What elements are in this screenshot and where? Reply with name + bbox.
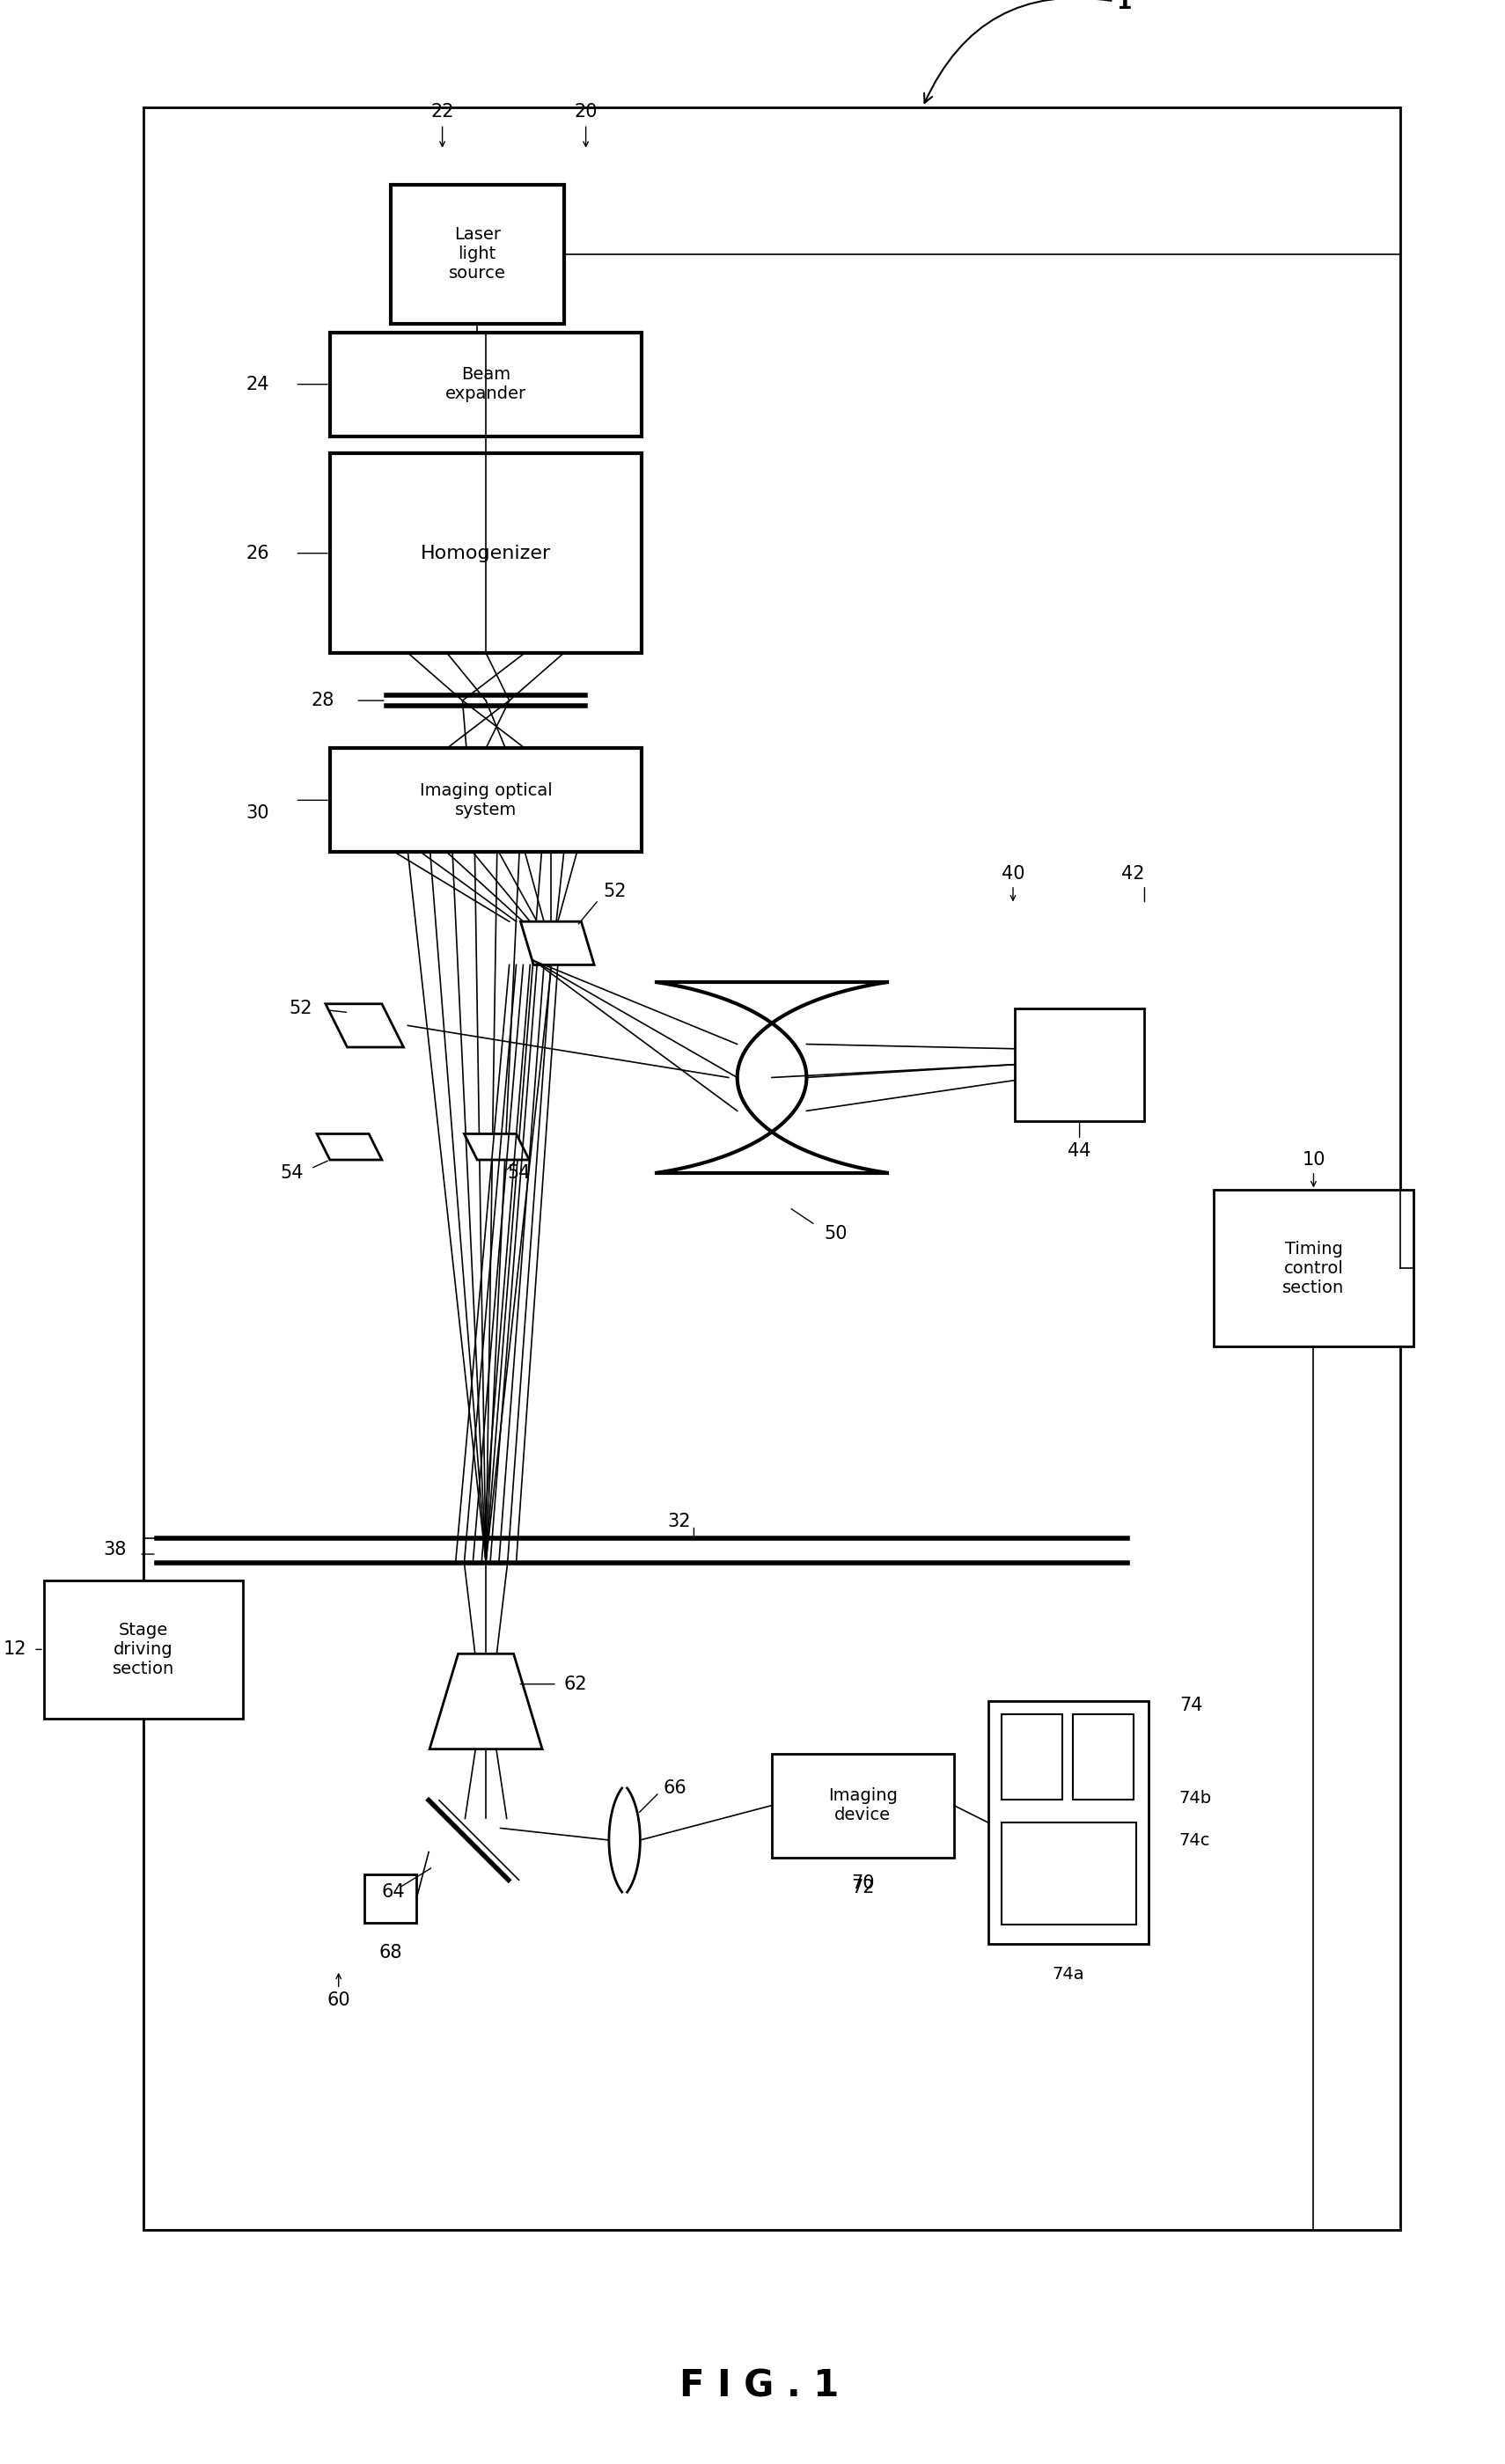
Bar [391, 185, 564, 323]
Polygon shape [429, 1653, 542, 1749]
Text: 30: 30 [245, 803, 269, 823]
Text: 22: 22 [430, 103, 455, 121]
Text: Timing
control
section: Timing control section [1282, 1239, 1344, 1296]
Text: 32: 32 [668, 1513, 691, 1530]
Text: 52: 52 [604, 882, 626, 899]
Bar [1001, 1715, 1063, 1799]
Text: 62: 62 [564, 1676, 587, 1693]
Text: 66: 66 [664, 1779, 688, 1796]
Text: 54: 54 [507, 1163, 531, 1183]
Polygon shape [464, 1133, 530, 1161]
Bar [330, 749, 643, 853]
Bar [325, 150, 659, 887]
Bar [989, 1703, 1148, 1944]
Bar [143, 106, 1400, 2230]
Text: Laser
light
source: Laser light source [448, 227, 506, 281]
Text: 26: 26 [245, 545, 269, 562]
Text: 50: 50 [823, 1225, 847, 1242]
Text: Beam
expander: Beam expander [445, 367, 527, 402]
Text: Imaging
device: Imaging device [828, 1786, 897, 1823]
Text: 74: 74 [1180, 1698, 1202, 1715]
Text: Homogenizer: Homogenizer [421, 545, 551, 562]
Text: 72: 72 [852, 1880, 874, 1897]
Text: 74a: 74a [1052, 1966, 1085, 1984]
Text: F I G . 1: F I G . 1 [679, 2368, 838, 2405]
Bar [295, 904, 1171, 1338]
Text: Stage
driving
section: Stage driving section [113, 1621, 175, 1678]
Text: Imaging optical
system: Imaging optical system [420, 781, 552, 818]
Bar [1073, 1715, 1133, 1799]
Text: 42: 42 [1121, 865, 1145, 882]
Bar [772, 1754, 954, 1858]
Text: 20: 20 [575, 103, 597, 121]
Text: 24: 24 [245, 375, 269, 394]
Text: 28: 28 [312, 692, 334, 710]
Text: 40: 40 [1001, 865, 1025, 882]
Text: 74c: 74c [1180, 1831, 1210, 1848]
Text: 64: 64 [382, 1882, 405, 1900]
Bar [364, 1875, 417, 1922]
Polygon shape [521, 922, 594, 966]
Text: 44: 44 [1069, 1143, 1091, 1161]
Text: 52: 52 [289, 1000, 313, 1018]
Bar [1215, 1190, 1413, 1345]
Bar [44, 1579, 244, 1720]
Bar [1001, 1823, 1136, 1924]
Bar [330, 333, 643, 436]
Polygon shape [318, 1133, 382, 1161]
Text: 60: 60 [327, 1991, 351, 2008]
Bar [295, 1624, 1171, 1971]
Text: 54: 54 [280, 1163, 304, 1183]
Bar [330, 453, 643, 653]
Text: 10: 10 [1302, 1151, 1326, 1168]
Text: 1: 1 [924, 0, 1132, 103]
Text: 74b: 74b [1180, 1791, 1212, 1806]
Bar [1014, 1008, 1145, 1121]
Text: 12: 12 [3, 1641, 27, 1658]
Text: 68: 68 [379, 1944, 402, 1961]
Text: 70: 70 [852, 1875, 874, 1892]
Polygon shape [325, 1003, 403, 1047]
Text: 38: 38 [102, 1540, 126, 1560]
